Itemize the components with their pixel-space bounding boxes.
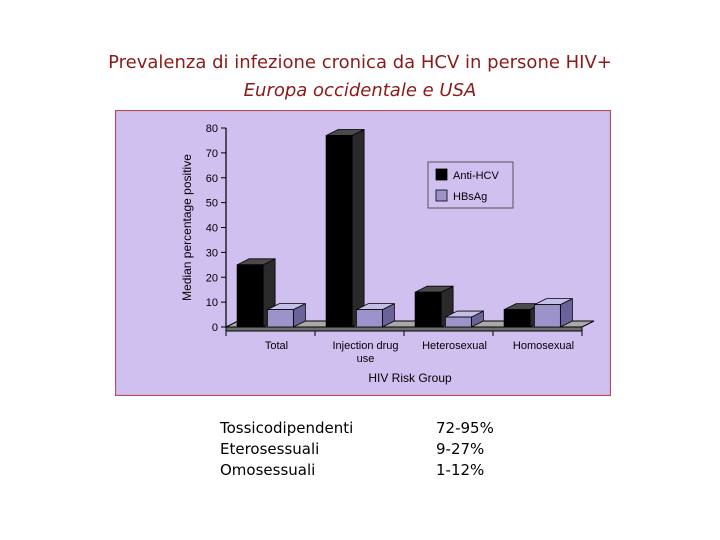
x-tick-label: Injection drug — [332, 340, 398, 352]
bar-side — [351, 128, 365, 328]
y-tick-label: 40 — [206, 223, 218, 235]
x-tick-label: Homosexual — [513, 340, 574, 352]
y-tick-label: 0 — [212, 322, 218, 334]
x-tick-label: use — [357, 353, 375, 365]
stats-range-list: 72-95% 9-27% 1-12% — [436, 418, 494, 481]
y-tick-label: 50 — [206, 198, 218, 210]
y-tick-label: 10 — [206, 297, 218, 309]
stats-group-list: Tossicodipendenti Eterosessuali Omosessu… — [220, 418, 353, 481]
legend-label: Anti-HCV — [453, 170, 500, 182]
stats-group-label: Eterosessuali — [220, 440, 320, 458]
y-tick-label: 30 — [206, 247, 218, 259]
y-tick-label: 70 — [206, 148, 218, 160]
stats-range-value: 72-95% — [436, 419, 494, 437]
bar — [325, 135, 353, 328]
y-tick-label: 60 — [206, 173, 218, 185]
slide-title: Prevalenza di infezione cronica da HCV i… — [108, 52, 612, 73]
y-axis-title: Median percentage positive — [180, 154, 194, 301]
stats-group-label: Tossicodipendenti — [220, 419, 354, 437]
x-tick-label: Heterosexual — [422, 340, 487, 352]
legend-label: HBsAg — [453, 191, 487, 203]
stats-range-value: 9-27% — [436, 440, 485, 458]
slide-subtitle: Europa occidentale e USA — [243, 80, 477, 101]
y-tick-label: 80 — [206, 123, 218, 135]
x-tick-label: Total — [265, 340, 288, 352]
bar — [355, 309, 383, 328]
stats-range-value: 1-12% — [436, 461, 485, 479]
x-axis-title: HIV Risk Group — [368, 371, 452, 385]
legend-swatch — [435, 189, 448, 202]
stats-group-label: Omosessuali — [220, 461, 316, 479]
legend-swatch — [435, 168, 448, 181]
bar — [236, 264, 264, 328]
bar — [266, 309, 294, 328]
bar — [414, 291, 442, 328]
y-tick-label: 20 — [206, 272, 218, 284]
chart-floor-edge — [225, 326, 583, 332]
bar — [444, 316, 472, 328]
bar — [503, 309, 531, 328]
bar — [533, 304, 561, 328]
chart-panel: 0 10 20 30 40 50 60 70 80 Total Injection drug use H… — [115, 110, 611, 396]
